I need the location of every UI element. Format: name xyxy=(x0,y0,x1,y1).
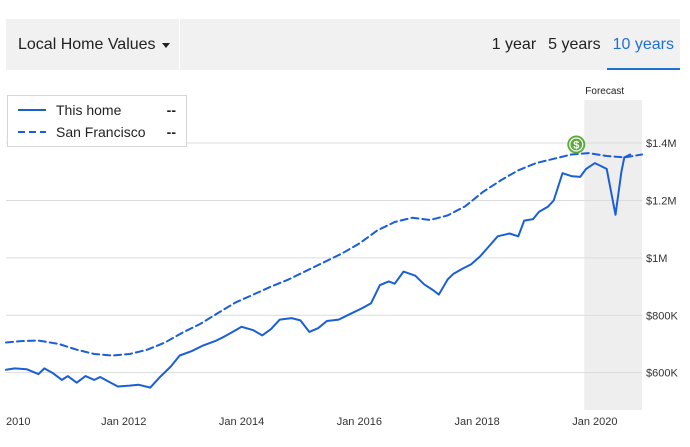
dashed-line-swatch-icon xyxy=(18,131,46,133)
solid-line-swatch-icon xyxy=(18,109,46,111)
local-home-values-dropdown[interactable]: Local Home Values xyxy=(6,19,180,70)
legend-value: -- xyxy=(166,124,176,140)
dropdown-label: Local Home Values xyxy=(18,35,156,53)
caret-down-icon xyxy=(161,43,170,48)
x-tick-label: 2010 xyxy=(6,416,30,428)
tab-10-years[interactable]: 10 years xyxy=(606,19,680,70)
x-tick-label: Jan 2016 xyxy=(337,416,382,428)
time-range-tabs: 1 year 5 years 10 years xyxy=(486,19,680,70)
x-tick-label: Jan 2020 xyxy=(572,416,617,428)
y-tick-label: $1.4M xyxy=(646,138,677,150)
x-tick-label: Jan 2014 xyxy=(219,416,264,428)
legend-value: -- xyxy=(166,102,176,118)
y-tick-label: $1.2M xyxy=(646,195,677,207)
tab-1-year[interactable]: 1 year xyxy=(491,35,537,53)
chart-legend: This home -- San Francisco -- xyxy=(7,95,187,147)
series-line-san-francisco xyxy=(5,152,643,357)
forecast-band xyxy=(584,100,642,410)
series-line-this-home xyxy=(5,153,632,389)
forecast-label: Forecast xyxy=(585,86,624,97)
x-tick-label: Jan 2018 xyxy=(454,416,499,428)
x-tick-label: Jan 2012 xyxy=(101,416,146,428)
y-tick-label: $800K xyxy=(646,310,678,322)
y-tick-label: $1M xyxy=(646,253,667,265)
legend-item-this-home: This home -- xyxy=(8,100,186,120)
legend-item-san-francisco: San Francisco -- xyxy=(8,122,186,142)
legend-label: San Francisco xyxy=(56,124,146,140)
tab-5-years[interactable]: 5 years xyxy=(548,35,601,53)
legend-label: This home xyxy=(56,102,122,118)
y-tick-label: $600K xyxy=(646,368,678,380)
svg-text:$: $ xyxy=(573,139,579,151)
dollar-icon[interactable]: $ xyxy=(567,135,586,154)
chart-header: Local Home Values 1 year 5 years 10 year… xyxy=(6,19,680,70)
